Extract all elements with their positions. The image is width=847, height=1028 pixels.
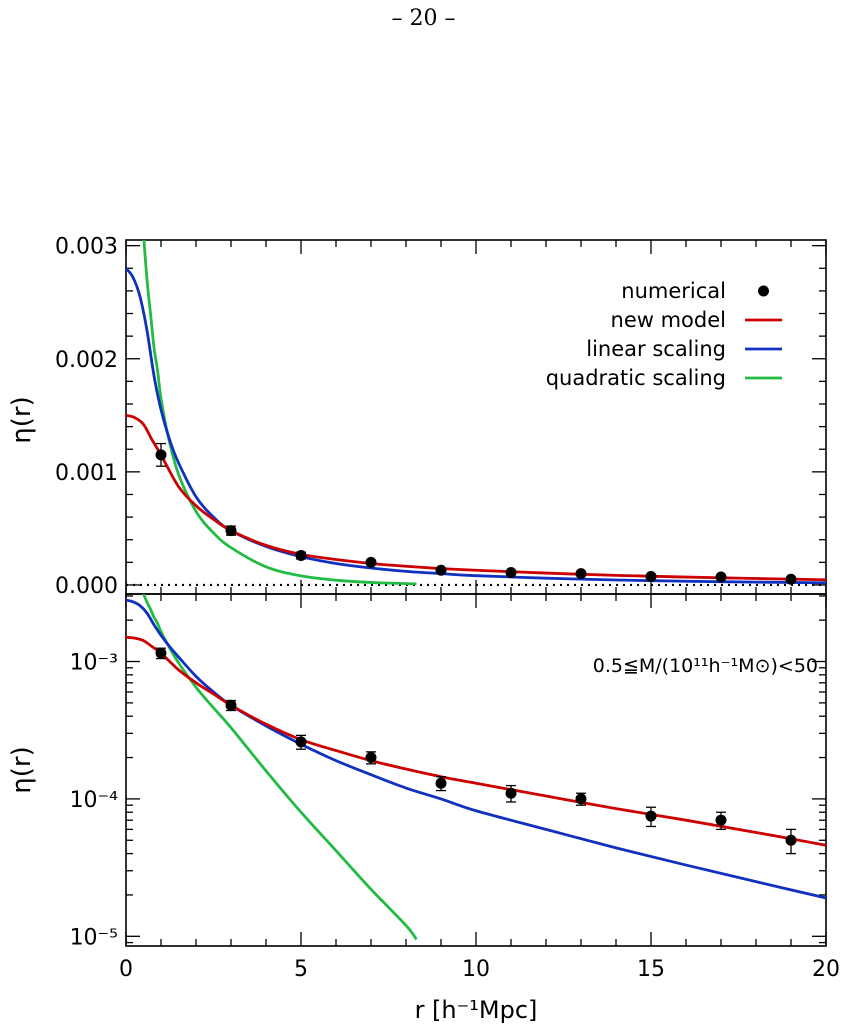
legend-point-marker [758, 285, 769, 297]
top-data-point [785, 573, 797, 585]
bottom-data-point [155, 647, 167, 660]
top-data-point [295, 550, 307, 562]
top-data-point [575, 568, 587, 580]
top-data-point [155, 442, 167, 467]
y-tick-label: 0.001 [55, 461, 118, 486]
x-tick-label: 20 [812, 957, 840, 982]
legend-entry: quadratic scaling [546, 366, 782, 390]
bottom-data-point [435, 776, 447, 792]
top-data-point [225, 525, 237, 537]
x-tick-label: 0 [119, 957, 133, 982]
mass-range-annotation: 0.5≦M/(10¹¹h⁻¹M⊙)<50 [593, 655, 818, 677]
top-new-model-curve [126, 413, 826, 582]
page-number: – 20 – [391, 6, 456, 31]
legend: numerical new model linear scaling quadrati… [546, 279, 782, 390]
top-data-point [505, 567, 517, 579]
bottom-panel-frame [125, 593, 827, 947]
top-data-point [715, 571, 727, 583]
bottom-data-point [715, 811, 727, 831]
bottom-panel-points [155, 647, 797, 855]
y-tick-label: 0.000 [55, 574, 118, 599]
top-data-point [365, 556, 377, 568]
top-y-axis-label: η(r) [7, 396, 37, 443]
y-tick-label: 0.003 [55, 235, 118, 260]
bottom-quadratic-scaling-curve [142, 594, 418, 941]
legend-entry: new model [611, 308, 782, 332]
y-tick-label: 10⁻³ [70, 651, 118, 676]
bottom-panel: 0 5 10 15 20 10⁻⁵ 10⁻⁴ 10⁻³ η(r) 0.5≦M/(10¹¹h⁻¹… [7, 593, 840, 1024]
bottom-panel-ticks: 0 5 10 15 20 10⁻⁵ 10⁻⁴ 10⁻³ [70, 594, 840, 982]
y-tick-label: 10⁻⁵ [70, 925, 118, 950]
top-quadratic-scaling-curve [142, 240, 417, 586]
bottom-data-point [575, 792, 587, 806]
legend-label: linear scaling [586, 337, 726, 361]
top-data-point [645, 570, 657, 582]
bottom-new-model-curve [126, 635, 826, 847]
bottom-linear-scaling-curve [126, 598, 826, 900]
bottom-data-point [365, 751, 377, 765]
top-panel-points [155, 442, 797, 585]
top-panel-curves [126, 240, 826, 586]
bottom-panel-curves [126, 594, 826, 941]
y-tick-label: 0.002 [55, 348, 118, 373]
bottom-data-point [645, 806, 657, 828]
bottom-data-point [785, 828, 797, 855]
y-tick-label: 10⁻⁴ [70, 788, 119, 813]
bottom-data-point [295, 734, 307, 750]
bottom-y-axis-label: η(r) [7, 746, 37, 793]
bottom-data-point [225, 699, 237, 712]
x-tick-label: 15 [637, 957, 665, 982]
bottom-data-point [505, 784, 517, 803]
legend-label: new model [611, 308, 726, 332]
legend-label: numerical [621, 279, 726, 303]
x-tick-label: 10 [462, 957, 490, 982]
top-panel-ticks: 0.000 0.001 0.002 0.003 [55, 235, 827, 599]
x-tick-label: 5 [294, 957, 308, 982]
legend-entry: numerical [621, 279, 769, 303]
legend-entry: linear scaling [586, 337, 782, 361]
top-data-point [435, 564, 447, 576]
legend-label: quadratic scaling [546, 366, 726, 390]
x-axis-label: r [h⁻¹Mpc] [415, 996, 538, 1024]
top-panel: 0.000 0.001 0.002 0.003 η(r) numerical new m… [7, 235, 827, 599]
